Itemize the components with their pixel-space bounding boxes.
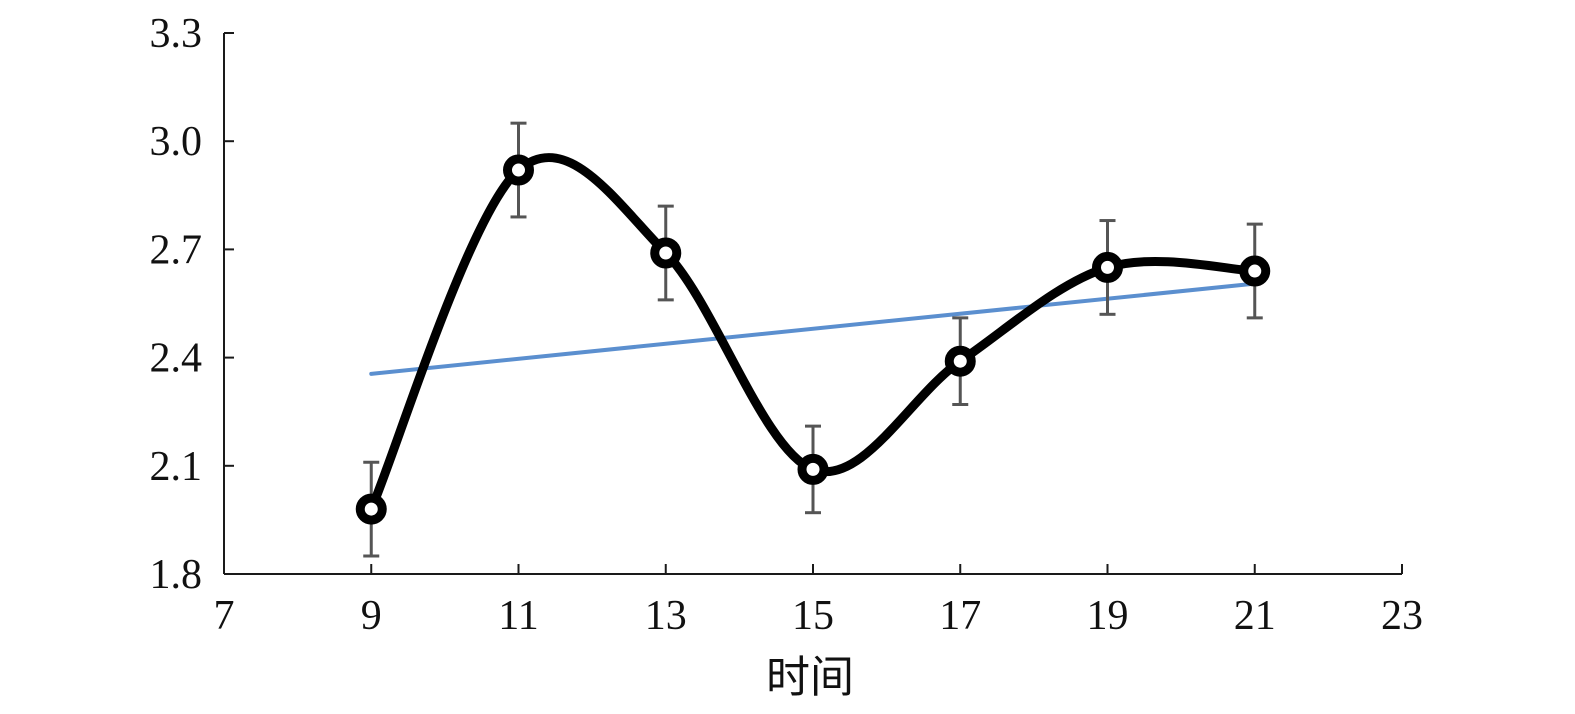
x-tick-label: 17	[939, 593, 981, 639]
y-tick-label: 2.4	[150, 336, 203, 382]
x-tick-label: 11	[498, 593, 538, 639]
data-point	[1092, 251, 1123, 283]
trend-line-group	[369, 281, 1257, 376]
x-tick-label: 15	[792, 593, 834, 639]
y-ticks: 1.8 2.1 2.4 2.7 3.0 3.3	[150, 11, 234, 598]
markers	[355, 154, 1271, 525]
data-point	[503, 154, 534, 186]
x-tick-label: 7	[214, 593, 235, 639]
data-point	[1239, 255, 1271, 287]
y-tick-label: 2.1	[150, 444, 203, 490]
x-ticks: 7 9 11 13 15 17 19 21 23	[214, 564, 1423, 639]
x-tick-label: 23	[1381, 593, 1423, 639]
data-point	[797, 453, 829, 485]
x-tick-label: 19	[1087, 593, 1129, 639]
trend-line	[369, 281, 1257, 376]
series-group	[366, 153, 1260, 514]
data-point	[650, 237, 682, 269]
x-tick-label: 9	[361, 593, 382, 639]
data-point	[355, 493, 387, 525]
y-tick-label: 3.3	[150, 11, 203, 57]
data-point	[944, 345, 976, 377]
y-tick-label: 3.0	[150, 119, 203, 165]
x-axis-label: 时间	[766, 653, 854, 702]
x-tick-label: 13	[645, 593, 687, 639]
y-tick-label: 1.8	[150, 552, 203, 598]
series-line	[366, 153, 1260, 514]
y-tick-label: 2.7	[150, 227, 203, 273]
x-tick-label: 21	[1234, 593, 1276, 639]
